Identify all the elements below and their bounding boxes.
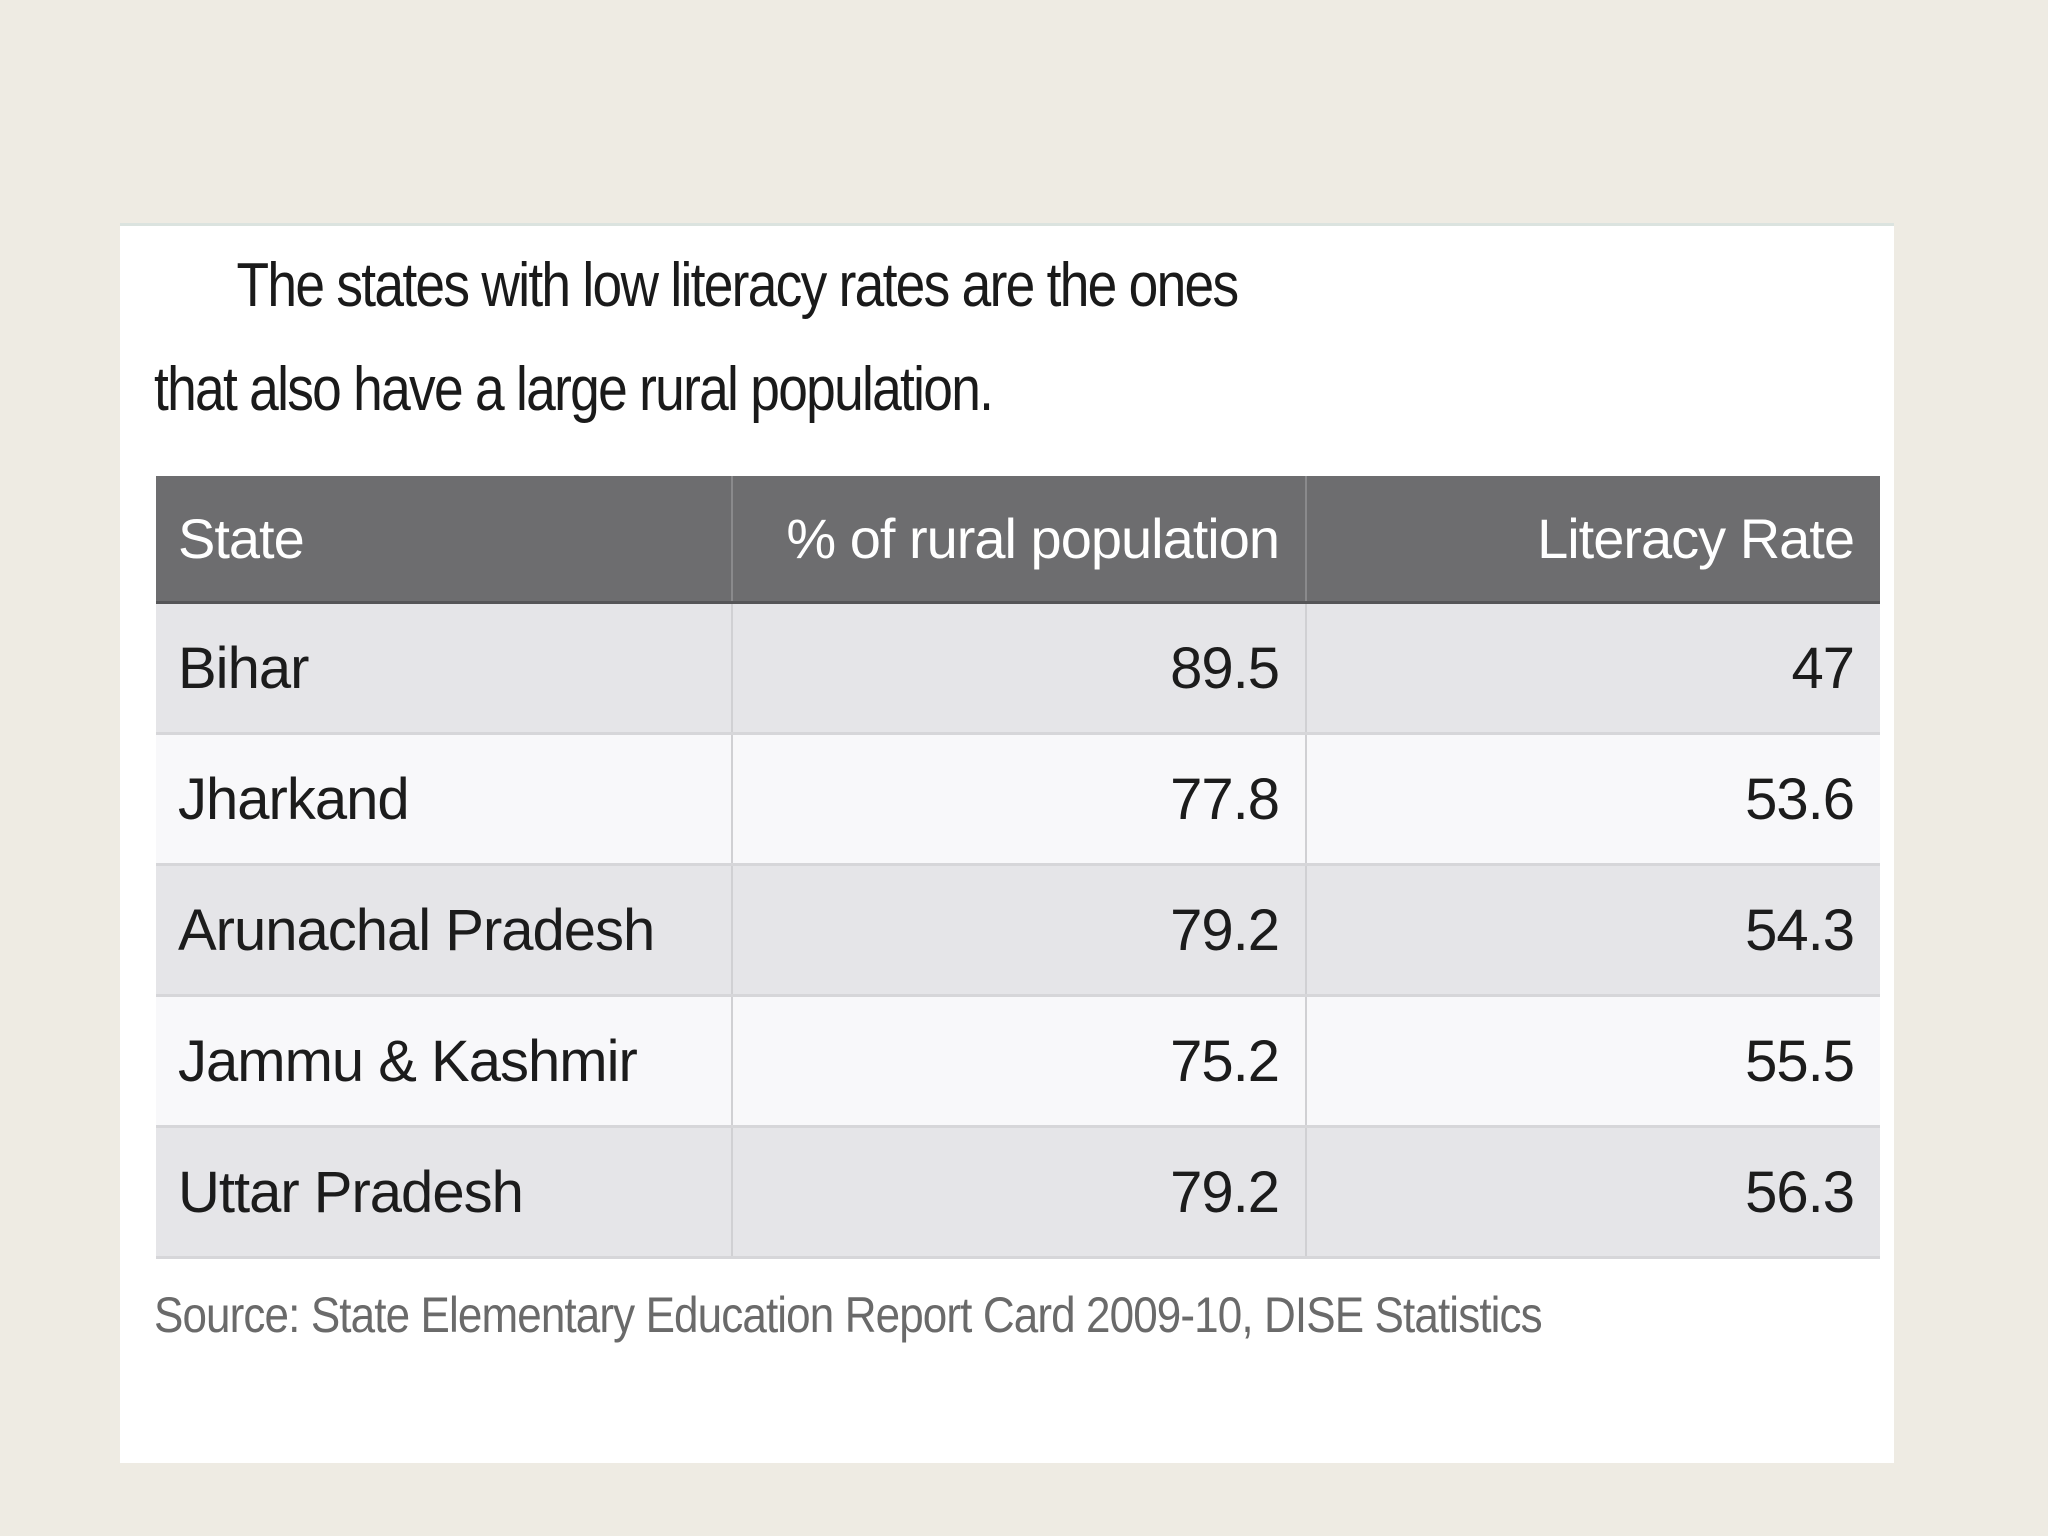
cell-state: Arunachal Pradesh <box>156 864 732 997</box>
cell-literacy: 47 <box>1305 602 1880 735</box>
table-row: Bihar 89.5 47 <box>156 602 1880 735</box>
intro-text: The states with low literacy rates are t… <box>154 251 1239 424</box>
cell-literacy: 53.6 <box>1305 733 1880 866</box>
cell-rural: 79.2 <box>731 1126 1306 1259</box>
table-row: Uttar Pradesh 79.2 56.3 <box>156 1126 1880 1259</box>
table-row: Jharkand 77.8 53.6 <box>156 733 1880 866</box>
cell-rural: 89.5 <box>731 602 1306 735</box>
cell-state: Jammu & Kashmir <box>156 995 732 1128</box>
header-literacy-rate: Literacy Rate <box>1305 476 1880 604</box>
table-row: Arunachal Pradesh 79.2 54.3 <box>156 864 1880 997</box>
header-state: State <box>156 476 732 604</box>
cell-literacy: 54.3 <box>1305 864 1880 997</box>
source-note: Source: State Elementary Education Repor… <box>154 1287 1543 1343</box>
cell-literacy: 55.5 <box>1305 995 1880 1128</box>
cell-literacy: 56.3 <box>1305 1126 1880 1259</box>
cell-rural: 79.2 <box>731 864 1306 997</box>
table-header-row: State % of rural population Literacy Rat… <box>156 476 1880 604</box>
literacy-table: State % of rural population Literacy Rat… <box>156 476 1880 1259</box>
content-panel: The states with low literacy rates are t… <box>120 223 1894 1463</box>
cell-state: Jharkand <box>156 733 732 866</box>
cell-rural: 75.2 <box>731 995 1306 1128</box>
header-rural-population: % of rural population <box>731 476 1306 604</box>
cell-state: Bihar <box>156 602 732 735</box>
cell-rural: 77.8 <box>731 733 1306 866</box>
cell-state: Uttar Pradesh <box>156 1126 732 1259</box>
table-row: Jammu & Kashmir 75.2 55.5 <box>156 995 1880 1128</box>
